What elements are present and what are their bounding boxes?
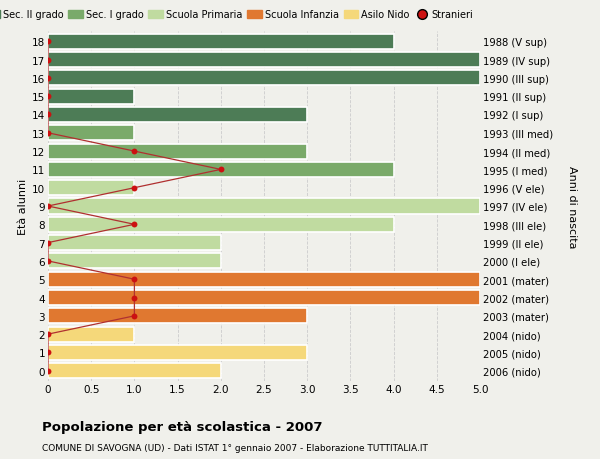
Point bbox=[130, 148, 139, 156]
Bar bbox=[48, 35, 394, 50]
Point bbox=[43, 57, 53, 64]
Point bbox=[43, 130, 53, 137]
Bar bbox=[48, 53, 480, 68]
Text: Popolazione per età scolastica - 2007: Popolazione per età scolastica - 2007 bbox=[42, 420, 323, 433]
Bar bbox=[48, 126, 134, 141]
Point bbox=[43, 203, 53, 210]
Point bbox=[130, 313, 139, 320]
Point bbox=[43, 75, 53, 82]
Point bbox=[43, 349, 53, 356]
Y-axis label: Età alunni: Età alunni bbox=[18, 179, 28, 235]
Bar bbox=[48, 108, 307, 123]
Y-axis label: Anni di nascita: Anni di nascita bbox=[567, 165, 577, 248]
Bar bbox=[48, 235, 221, 251]
Bar bbox=[48, 199, 480, 214]
Bar bbox=[48, 217, 394, 232]
Bar bbox=[48, 345, 307, 360]
Bar bbox=[48, 291, 480, 305]
Point bbox=[216, 166, 226, 174]
Bar bbox=[48, 308, 307, 324]
Bar bbox=[48, 254, 221, 269]
Point bbox=[43, 367, 53, 375]
Point bbox=[43, 257, 53, 265]
Bar bbox=[48, 162, 394, 178]
Point bbox=[130, 221, 139, 229]
Point bbox=[130, 294, 139, 302]
Bar bbox=[48, 272, 480, 287]
Text: COMUNE DI SAVOGNA (UD) - Dati ISTAT 1° gennaio 2007 - Elaborazione TUTTITALIA.IT: COMUNE DI SAVOGNA (UD) - Dati ISTAT 1° g… bbox=[42, 443, 428, 452]
Point bbox=[43, 331, 53, 338]
Bar bbox=[48, 71, 480, 86]
Bar bbox=[48, 364, 221, 378]
Bar bbox=[48, 144, 307, 159]
Bar bbox=[48, 181, 134, 196]
Point bbox=[43, 93, 53, 101]
Legend: Sec. II grado, Sec. I grado, Scuola Primaria, Scuola Infanzia, Asilo Nido, Stran: Sec. II grado, Sec. I grado, Scuola Prim… bbox=[0, 10, 473, 20]
Point bbox=[130, 276, 139, 283]
Bar bbox=[48, 327, 134, 342]
Bar bbox=[48, 90, 134, 105]
Point bbox=[43, 112, 53, 119]
Point bbox=[43, 240, 53, 247]
Point bbox=[43, 39, 53, 46]
Point bbox=[130, 185, 139, 192]
